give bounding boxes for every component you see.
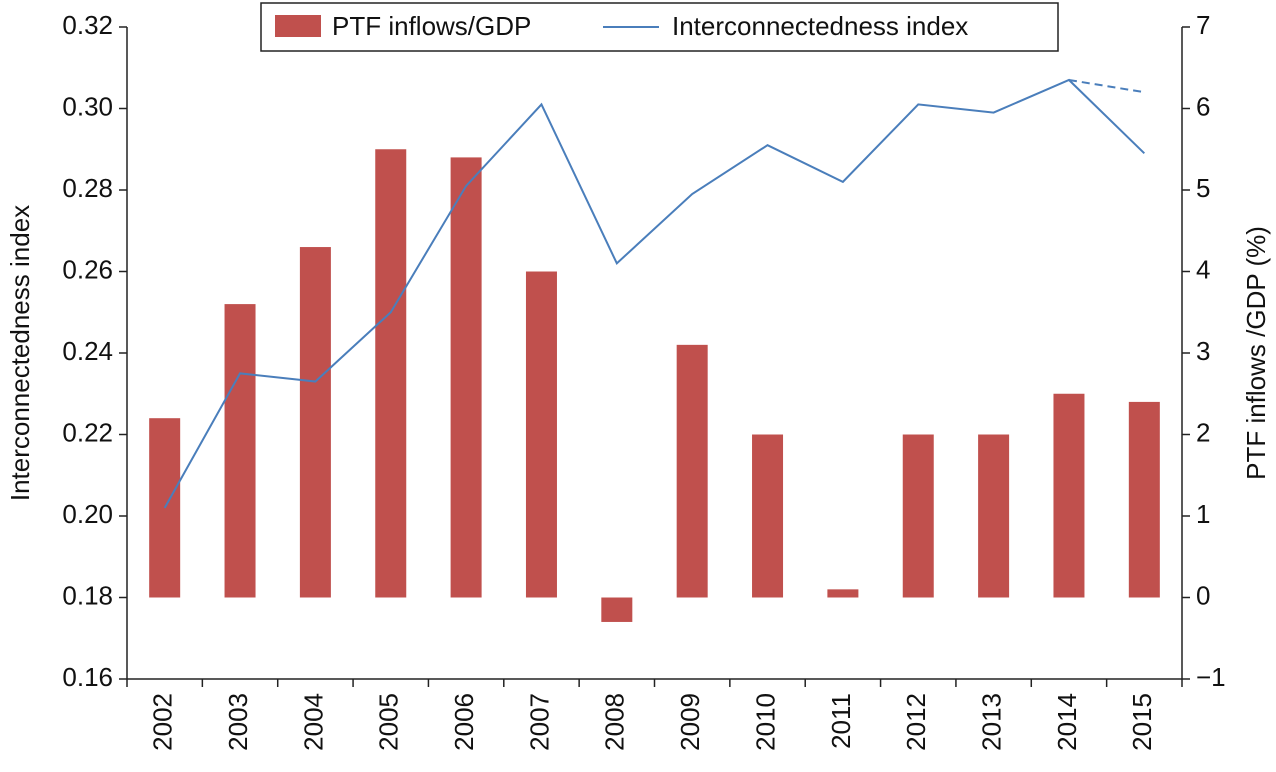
bar <box>299 247 331 598</box>
y-tick-label: 0.24 <box>62 336 113 366</box>
y-tick-label: 0.28 <box>62 173 113 203</box>
y-tick-label: 0.22 <box>62 417 113 447</box>
x-tick-label: 2011 <box>826 693 856 749</box>
y-tick-label: 0.30 <box>62 91 113 121</box>
bar <box>224 304 256 598</box>
x-tick-label: 2014 <box>1052 693 1082 751</box>
y2-tick-label: 2 <box>1196 417 1210 447</box>
x-tick-label: 2010 <box>750 693 780 751</box>
y2-tick-label: 6 <box>1196 91 1210 121</box>
y-tick-label: 0.18 <box>62 580 113 610</box>
x-tick-label: 2003 <box>223 693 253 751</box>
bar <box>601 597 633 622</box>
line <box>163 78 1146 509</box>
y2-tick-label: −1 <box>1196 662 1226 692</box>
y2-tick-label: 1 <box>1196 499 1210 529</box>
legend-label: PTF inflows/GDP <box>332 11 531 41</box>
bar <box>1053 393 1085 598</box>
y2-tick-label: 4 <box>1196 254 1210 284</box>
bar <box>525 271 557 598</box>
y2-tick-label: 7 <box>1196 10 1210 40</box>
bar <box>752 434 784 598</box>
bar <box>978 434 1010 598</box>
y-tick-label: 0.32 <box>62 10 113 40</box>
y2-axis-label: PTF inflows /GDP (%) <box>1241 226 1271 480</box>
x-tick-label: 2004 <box>298 693 328 751</box>
x-tick-label: 2009 <box>675 693 705 751</box>
x-tick-label: 2008 <box>600 693 630 751</box>
x-tick-label: 2005 <box>374 693 404 751</box>
bar <box>676 344 708 598</box>
x-tick-label: 2006 <box>449 693 479 751</box>
bar <box>902 434 934 598</box>
x-tick-label: 2007 <box>524 693 554 751</box>
legend-box <box>260 2 1059 52</box>
legend-label: Interconnectedness index <box>672 11 968 41</box>
bar <box>450 157 482 598</box>
x-tick-label: 2002 <box>148 693 178 751</box>
x-tick-label: 2015 <box>1127 693 1157 751</box>
bar <box>375 149 407 598</box>
legend-swatch <box>275 15 321 37</box>
x-tick-label: 2013 <box>976 693 1006 751</box>
y2-tick-label: 3 <box>1196 336 1210 366</box>
bar <box>827 589 859 598</box>
y-tick-label: 0.20 <box>62 499 113 529</box>
y2-tick-label: 5 <box>1196 173 1210 203</box>
x-tick-label: 2012 <box>901 693 931 751</box>
y-axis-label: Interconnectedness index <box>5 205 35 501</box>
bar <box>1128 401 1160 598</box>
y-tick-label: 0.26 <box>62 254 113 284</box>
y-tick-label: 0.16 <box>62 662 113 692</box>
y2-tick-label: 0 <box>1196 580 1210 610</box>
